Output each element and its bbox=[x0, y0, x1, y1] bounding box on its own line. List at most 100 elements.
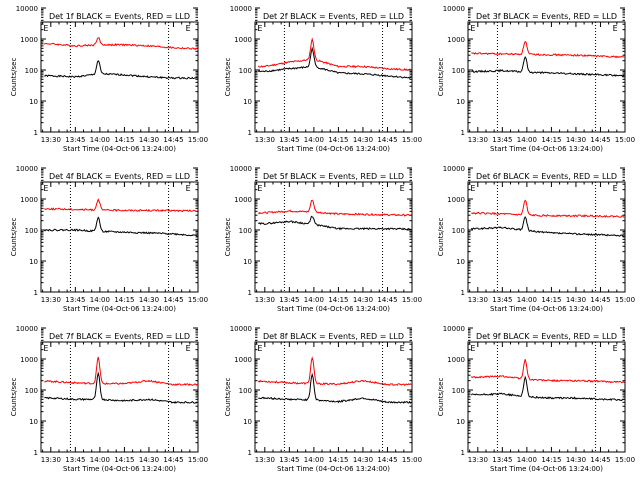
x-axis-label: Start Time (04-Oct-06 13:24:00) bbox=[63, 145, 176, 153]
y-tick-label: 1000 bbox=[20, 356, 38, 364]
y-tick-label: 1000 bbox=[447, 196, 465, 204]
x-tick-label: 13:30 bbox=[468, 296, 488, 304]
x-tick-label: 14:30 bbox=[139, 136, 159, 144]
plot-frame bbox=[254, 21, 413, 133]
x-tick-label: 14:30 bbox=[139, 456, 159, 464]
y-tick-label: 1000 bbox=[234, 356, 252, 364]
events-series-line bbox=[258, 215, 412, 231]
x-tick-label: 13:30 bbox=[41, 296, 61, 304]
x-tick-label: 14:15 bbox=[541, 456, 561, 464]
y-axis-label: Counts/sec bbox=[10, 58, 18, 97]
lld-series-line bbox=[44, 356, 198, 387]
y-tick-label: 100 bbox=[25, 67, 38, 75]
detector-panel-8: Det 8f BLACK = Events, RED = LLD 1 10 100 10… bbox=[224, 325, 422, 473]
y-tick-label: 100 bbox=[25, 227, 38, 235]
y-tick-label: 10000 bbox=[443, 325, 465, 333]
x-tick-label: 13:30 bbox=[468, 136, 488, 144]
x-tick-label: 14:45 bbox=[590, 456, 610, 464]
x-tick-label: 15:00 bbox=[615, 296, 635, 304]
plot-frame bbox=[254, 181, 413, 293]
y-tick-label: 1 bbox=[248, 449, 252, 457]
panel-title: Det 6f BLACK = Events, RED = LLD bbox=[476, 172, 617, 181]
marker-right: E bbox=[186, 184, 191, 193]
y-tick-label: 100 bbox=[452, 227, 465, 235]
panel-title: Det 1f BLACK = Events, RED = LLD bbox=[49, 12, 190, 21]
y-tick-label: 100 bbox=[239, 227, 252, 235]
plot-frame bbox=[40, 341, 199, 453]
x-tick-label: 14:15 bbox=[328, 296, 348, 304]
x-tick-label: 15:00 bbox=[615, 136, 635, 144]
x-tick-label: 14:00 bbox=[90, 296, 110, 304]
y-tick-label: 1 bbox=[461, 289, 465, 297]
x-tick-label: 13:30 bbox=[255, 456, 275, 464]
panel-title: Det 3f BLACK = Events, RED = LLD bbox=[476, 12, 617, 21]
x-tick-label: 14:45 bbox=[377, 456, 397, 464]
plot-frame bbox=[467, 181, 626, 293]
y-tick-label: 10 bbox=[456, 418, 465, 426]
events-series-line bbox=[470, 375, 625, 402]
detector-panel-7: Det 7f BLACK = Events, RED = LLD 1 10 100 10… bbox=[10, 325, 208, 473]
x-axis-label: Start Time (04-Oct-06 13:24:00) bbox=[277, 465, 390, 473]
y-tick-label: 1000 bbox=[234, 196, 252, 204]
x-axis-label: Start Time (04-Oct-06 13:24:00) bbox=[63, 465, 176, 473]
lld-series-line bbox=[471, 40, 625, 59]
marker-right: E bbox=[400, 184, 405, 193]
plot-frame bbox=[467, 21, 626, 133]
lld-series-line bbox=[257, 199, 412, 217]
x-tick-label: 14:45 bbox=[377, 136, 397, 144]
marker-left: E bbox=[257, 344, 262, 353]
x-tick-label: 14:15 bbox=[541, 136, 561, 144]
y-tick-label: 1000 bbox=[20, 36, 38, 44]
marker-left: E bbox=[470, 344, 475, 353]
y-tick-label: 100 bbox=[239, 67, 252, 75]
detector-panel-9: Det 9f BLACK = Events, RED = LLD 1 10 100 10… bbox=[437, 325, 635, 473]
y-axis-label: Counts/sec bbox=[224, 378, 232, 417]
plot-frame bbox=[40, 21, 199, 133]
marker-right: E bbox=[613, 184, 618, 193]
events-series-line bbox=[471, 56, 625, 78]
x-tick-label: 14:30 bbox=[566, 136, 586, 144]
lld-series-line bbox=[43, 37, 198, 51]
detector-panel-1: Det 1f BLACK = Events, RED = LLD 1 10 100 10… bbox=[10, 5, 208, 153]
events-series-line bbox=[258, 372, 412, 404]
plot-frame bbox=[467, 341, 626, 453]
x-tick-label: 14:45 bbox=[377, 296, 397, 304]
x-tick-label: 13:30 bbox=[468, 456, 488, 464]
y-tick-label: 1 bbox=[34, 129, 38, 137]
x-tick-label: 13:45 bbox=[65, 456, 85, 464]
x-tick-label: 14:15 bbox=[114, 296, 134, 304]
panel-title: Det 7f BLACK = Events, RED = LLD bbox=[49, 332, 190, 341]
x-tick-label: 14:00 bbox=[90, 136, 110, 144]
x-tick-label: 14:45 bbox=[163, 136, 183, 144]
y-axis-label: Counts/sec bbox=[224, 218, 232, 257]
y-tick-label: 10000 bbox=[443, 5, 465, 13]
y-tick-label: 10000 bbox=[443, 165, 465, 173]
y-tick-label: 100 bbox=[239, 387, 252, 395]
x-tick-label: 15:00 bbox=[615, 456, 635, 464]
plot-frame bbox=[40, 181, 199, 293]
y-tick-label: 1000 bbox=[234, 36, 252, 44]
x-tick-label: 14:00 bbox=[304, 136, 324, 144]
y-tick-label: 1000 bbox=[447, 36, 465, 44]
detector-panel-4: Det 4f BLACK = Events, RED = LLD 1 10 100 10… bbox=[10, 165, 208, 313]
detector-panel-5: Det 5f BLACK = Events, RED = LLD 1 10 100 10… bbox=[224, 165, 422, 313]
y-tick-label: 10 bbox=[456, 258, 465, 266]
events-series-line bbox=[470, 216, 625, 237]
panel-title: Det 9f BLACK = Events, RED = LLD bbox=[476, 332, 617, 341]
x-tick-label: 14:30 bbox=[139, 296, 159, 304]
x-tick-label: 14:15 bbox=[114, 136, 134, 144]
marker-right: E bbox=[613, 24, 618, 33]
detector-panel-3: Det 3f BLACK = Events, RED = LLD 1 10 100 10… bbox=[437, 5, 635, 153]
panel-title: Det 4f BLACK = Events, RED = LLD bbox=[49, 172, 190, 181]
y-axis-label: Counts/sec bbox=[10, 218, 18, 257]
y-tick-label: 10 bbox=[29, 418, 38, 426]
x-tick-label: 13:30 bbox=[255, 296, 275, 304]
events-series-line bbox=[257, 46, 412, 79]
marker-left: E bbox=[43, 184, 48, 193]
x-tick-label: 13:45 bbox=[65, 136, 85, 144]
x-tick-label: 14:15 bbox=[114, 456, 134, 464]
detector-panel-6: Det 6f BLACK = Events, RED = LLD 1 10 100 10… bbox=[437, 165, 635, 313]
detector-panel-2: Det 2f BLACK = Events, RED = LLD 1 10 100 10… bbox=[224, 5, 422, 153]
x-tick-label: 14:00 bbox=[517, 456, 537, 464]
marker-right: E bbox=[186, 24, 191, 33]
